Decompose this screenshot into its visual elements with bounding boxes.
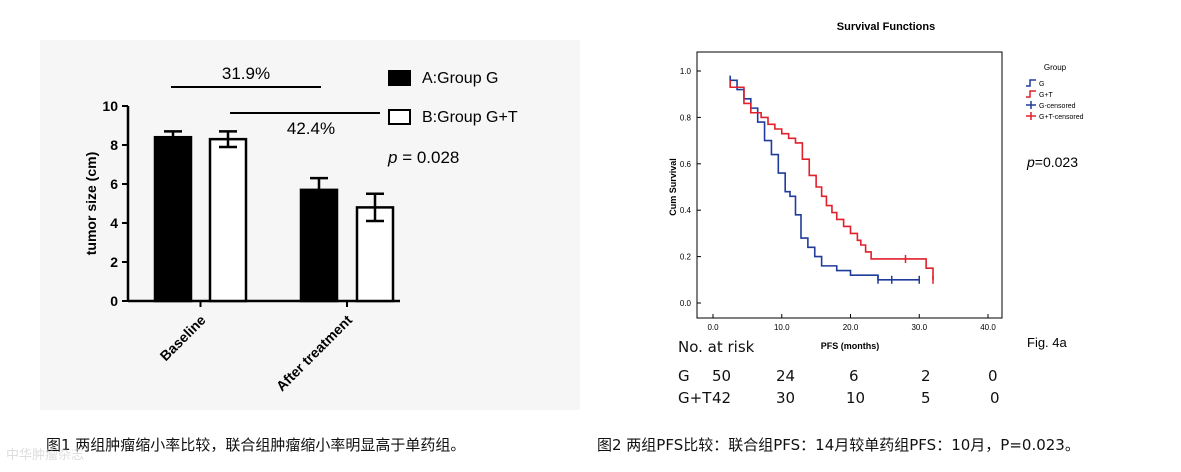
x-tick-label: After treatment xyxy=(273,312,356,395)
risk-cell: 0 xyxy=(990,389,1000,407)
risk-cell: 6 xyxy=(849,367,859,385)
y-tick-label: 8 xyxy=(110,137,118,153)
risk-cell: 50 xyxy=(712,367,732,385)
survival-chart: Survival Functions 0.0 0.2 0.4 0.6 0.8 1.0 0.0 1… xyxy=(668,21,1084,351)
legend-line xyxy=(1026,90,1036,98)
bar xyxy=(208,137,248,303)
legend-swatch-g xyxy=(388,70,411,86)
risk-cell: 0 xyxy=(988,367,998,385)
legend-swatch-gt xyxy=(388,109,411,125)
legend-label-g: A:Group G xyxy=(422,70,498,87)
survival-line-gt xyxy=(729,80,934,280)
y-tick-label: 0.2 xyxy=(680,253,692,262)
y-tick-label: 0.4 xyxy=(680,206,692,215)
legend-label: G+T xyxy=(1039,92,1054,99)
y-tick-label: 0.0 xyxy=(680,299,692,308)
y-tick-label: 0 xyxy=(110,293,118,309)
risk-cell: 2 xyxy=(921,367,931,385)
y-tick-label: 2 xyxy=(110,254,118,270)
p-value-number: =0.023 xyxy=(1035,154,1078,170)
bar xyxy=(153,135,193,303)
p-value-number: = 0.028 xyxy=(397,148,459,167)
y-tick-label: 10 xyxy=(102,98,118,114)
x-tick-label: Baseline xyxy=(157,312,209,364)
x-tick-label: 20.0 xyxy=(843,323,859,332)
left-caption: 图1 两组肿瘤缩小率比较，联合组肿瘤缩小率明显高于单药组。 xyxy=(46,436,466,454)
y-tick-label: 0.6 xyxy=(680,160,692,169)
legend-label: G-censored xyxy=(1039,103,1076,110)
x-axis-label: PFS (months) xyxy=(821,341,880,351)
watermark: 中华肿瘤杂志 xyxy=(6,448,85,463)
y-tick-label: 6 xyxy=(110,176,118,192)
bar xyxy=(299,188,339,303)
bar-chart: 0 2 4 6 8 10 tumor size (cm) Baseline After trea… xyxy=(83,64,518,395)
x-tick-label: 0.0 xyxy=(707,323,719,332)
risk-cell: 10 xyxy=(846,389,866,407)
y-tick-label: 4 xyxy=(110,215,118,231)
y-tick-label: 1.0 xyxy=(680,67,692,76)
percent-g: 31.9% xyxy=(222,64,270,83)
legend-label: G xyxy=(1039,81,1044,88)
risk-table-header: No. at risk xyxy=(678,338,755,356)
p-value: p=0.023 xyxy=(1026,154,1078,170)
survival-line-g xyxy=(729,75,920,281)
x-tick-label: 10.0 xyxy=(774,323,790,332)
legend-title: Group xyxy=(1044,63,1067,72)
x-tick-label: 30.0 xyxy=(911,323,927,332)
legend-label: G+T-censored xyxy=(1039,114,1084,121)
y-axis-label: Cum Survival xyxy=(668,158,678,216)
chart-title: Survival Functions xyxy=(837,21,935,33)
percent-gt: 42.4% xyxy=(287,119,335,138)
figure-label: Fig. 4a xyxy=(1027,335,1068,350)
legend-line xyxy=(1026,79,1036,87)
y-axis-label: tumor size (cm) xyxy=(83,152,99,255)
x-tick-label: 40.0 xyxy=(980,323,996,332)
right-caption: 图2 两组PFS比较：联合组PFS：14月较单药组PFS：10月，P=0.023… xyxy=(597,436,1080,454)
risk-cell: 30 xyxy=(776,389,796,407)
risk-cell: 5 xyxy=(921,389,931,407)
plot-frame xyxy=(696,51,1003,319)
p-symbol: p xyxy=(1026,154,1035,170)
risk-row-label-g: G xyxy=(678,367,690,385)
legend-label-gt: B:Group G+T xyxy=(422,109,518,126)
risk-cell: 24 xyxy=(776,367,796,385)
risk-cell: 42 xyxy=(712,389,732,407)
p-value: p = 0.028 xyxy=(387,148,459,167)
p-symbol: p xyxy=(387,148,397,167)
risk-row-label-gt: G+T xyxy=(678,389,712,407)
y-tick-label: 0.8 xyxy=(680,113,692,122)
